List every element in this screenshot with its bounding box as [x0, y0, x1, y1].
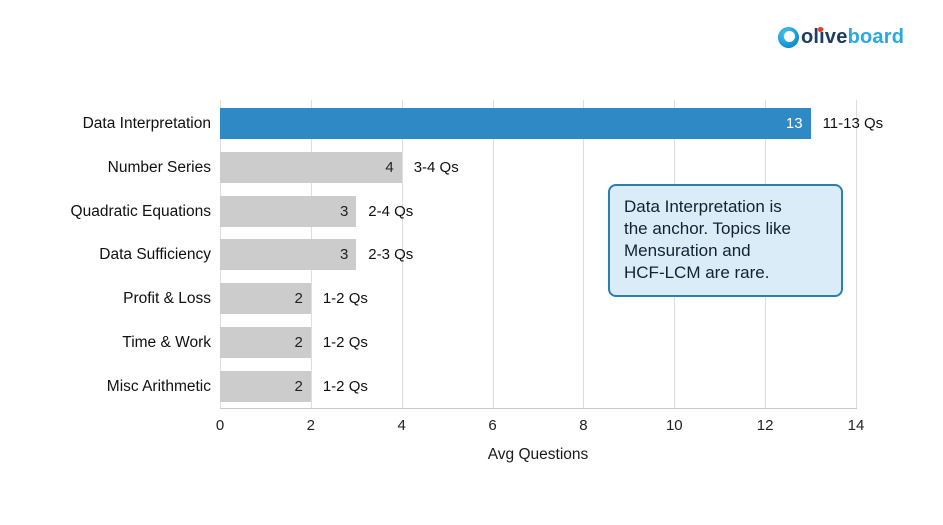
- x-tick-4: 4: [397, 417, 406, 434]
- category-label: Quadratic Equations: [70, 202, 211, 220]
- bar-value-label: 13: [785, 115, 803, 132]
- gridline-x-4: [401, 100, 403, 408]
- bar-value-label: 3: [339, 246, 349, 264]
- bar: 2: [220, 370, 311, 402]
- gridline-x-8: [583, 100, 585, 408]
- bar-range-label: 11-13 Qs: [822, 115, 884, 132]
- bar-range-label: 1-2 Qs: [322, 290, 368, 308]
- annotation-line: the anchor. Topics like: [624, 219, 791, 238]
- category-label: Profit & Loss: [123, 290, 211, 308]
- oliveboard-logo-text: oliveboard: [801, 25, 905, 48]
- bar-value-label: 4: [385, 158, 394, 176]
- bar-range-label: 1-2 Qs: [322, 334, 368, 351]
- annotation-line: HCF-LCM are rare.: [624, 263, 770, 282]
- annotation-callout: Data Interpretation is the anchor. Topic…: [608, 184, 843, 297]
- logo-word-olive: olive: [801, 25, 848, 48]
- x-tick-14: 14: [847, 417, 865, 434]
- category-label: Time & Work: [122, 334, 211, 351]
- x-tick-10: 10: [665, 417, 683, 434]
- bar: 3: [220, 239, 357, 271]
- bar-value-label: 2: [294, 290, 303, 308]
- annotation-line: Mensuration and: [624, 241, 751, 260]
- bar-range-label: 2-4 Qs: [368, 202, 414, 220]
- bar: 2: [220, 283, 311, 315]
- x-tick-6: 6: [488, 417, 497, 434]
- bar-value-label: 3: [339, 202, 349, 220]
- logo-i-dot: [818, 27, 823, 32]
- x-tick-12: 12: [756, 417, 774, 434]
- bar: 2: [220, 327, 311, 358]
- bar: 13: [220, 108, 811, 139]
- gridline-x-6: [492, 100, 494, 408]
- bar: 3: [220, 195, 357, 227]
- oliveboard-logo-icon: [778, 26, 799, 48]
- gridline-x-14: [856, 100, 857, 408]
- category-label: Data Sufficiency: [99, 246, 211, 264]
- category-label: Data Interpretation: [82, 115, 211, 132]
- x-axis-line: [220, 408, 857, 409]
- oliveboard-logo: oliveboard: [778, 25, 904, 49]
- bar: 4: [220, 151, 402, 183]
- bar-value-label: 2: [294, 377, 303, 395]
- x-tick-8: 8: [579, 417, 588, 434]
- category-label: Misc Arithmetic: [106, 377, 211, 395]
- x-axis-title: Avg Questions: [487, 446, 589, 463]
- annotation-line: Data Interpretation is: [624, 197, 782, 216]
- bar-range-label: 3-4 Qs: [413, 158, 459, 176]
- x-tick-2: 2: [306, 417, 316, 434]
- category-label: Number Series: [107, 158, 211, 176]
- x-tick-0: 0: [215, 417, 225, 434]
- bar-range-label: 2-3 Qs: [368, 246, 414, 264]
- logo-word-board: board: [847, 25, 905, 48]
- bar-value-label: 2: [294, 334, 303, 351]
- bar-range-label: 1-2 Qs: [322, 377, 368, 395]
